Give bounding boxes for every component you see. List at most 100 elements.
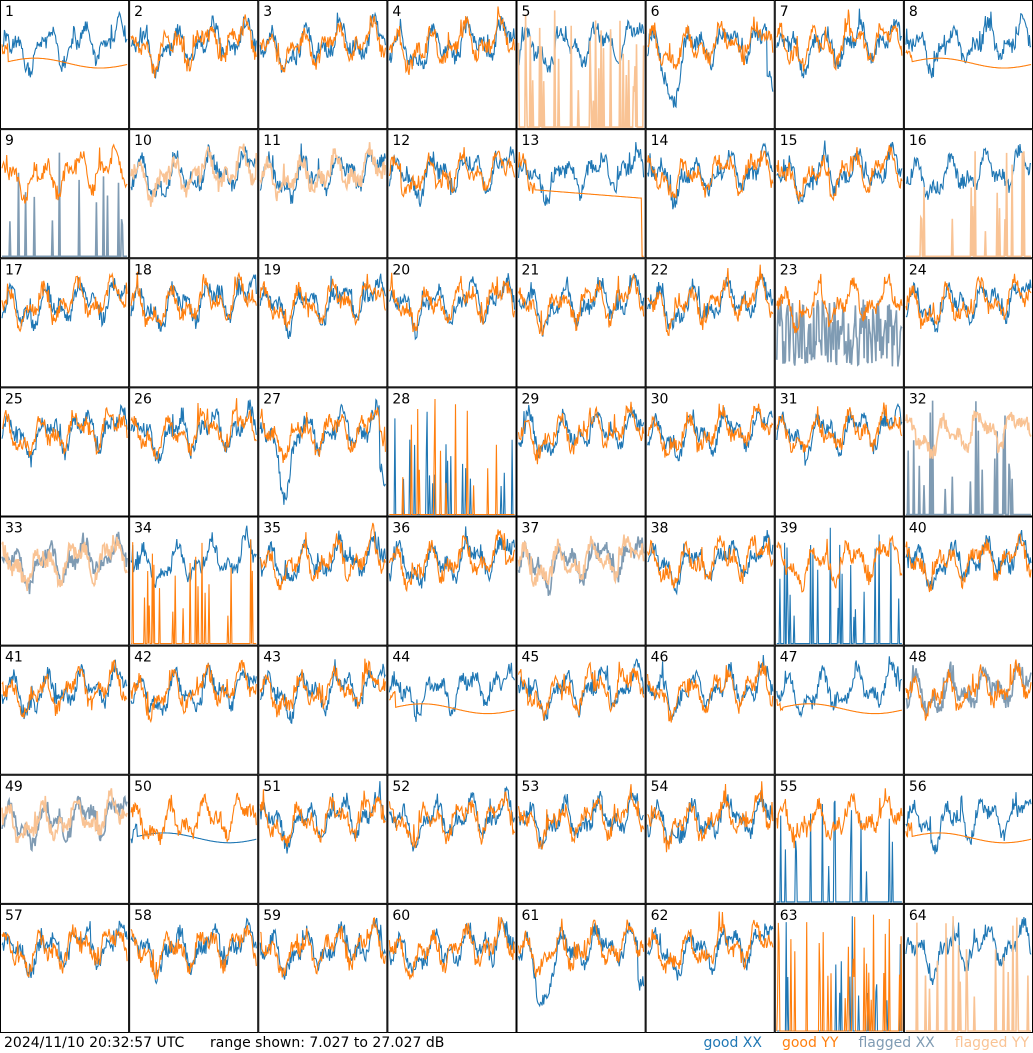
series-good-yy xyxy=(1,406,128,457)
series-good-yy xyxy=(647,264,774,337)
panel-number: 59 xyxy=(263,908,281,924)
series-good-xx xyxy=(776,527,902,645)
series-good-yy xyxy=(259,658,386,718)
series-good-xx xyxy=(905,529,1032,590)
panel-frame xyxy=(774,387,904,517)
panel-41: 41 xyxy=(0,645,130,775)
series-good-yy xyxy=(647,150,774,199)
series-good-yy xyxy=(647,16,774,70)
panel-3: 3 xyxy=(258,0,388,130)
series-good-yy xyxy=(388,916,516,980)
panel-54: 54 xyxy=(645,774,775,904)
panel-number: 16 xyxy=(909,133,927,149)
panel-number: 4 xyxy=(392,4,401,20)
panel-frame xyxy=(129,645,259,775)
panel-63: 63 xyxy=(774,903,904,1033)
panel-frame xyxy=(516,645,646,775)
panel-number: 43 xyxy=(263,650,281,666)
panel-frame xyxy=(903,0,1033,130)
panel-number: 56 xyxy=(909,779,927,795)
panel-2: 2 xyxy=(129,0,259,130)
panel-frame xyxy=(129,516,259,646)
panel-number: 1 xyxy=(5,4,14,20)
panel-number: 3 xyxy=(263,4,272,20)
series-good-yy xyxy=(130,398,257,461)
panel-frame xyxy=(516,258,646,388)
panel-number: 37 xyxy=(522,521,540,537)
panel-number: 61 xyxy=(522,908,540,924)
series-good-yy xyxy=(1,659,128,718)
panel-16: 16 xyxy=(903,129,1033,259)
panel-number: 17 xyxy=(5,262,23,278)
panel-39: 39 xyxy=(774,516,904,646)
panel-number: 39 xyxy=(780,521,798,537)
panel-9: 9 xyxy=(0,129,130,259)
panel-number: 40 xyxy=(909,521,927,537)
panel-number: 9 xyxy=(5,133,14,149)
series-flagged-yy xyxy=(905,410,1032,459)
series-flagged-yy xyxy=(259,142,387,202)
panel-40: 40 xyxy=(903,516,1033,646)
panel-number: 18 xyxy=(134,262,152,278)
panel-49: 49 xyxy=(0,774,130,904)
series-good-xx xyxy=(259,530,386,584)
series-good-yy xyxy=(776,914,903,1032)
panel-number: 21 xyxy=(522,262,540,278)
panel-45: 45 xyxy=(516,645,646,775)
series-good-xx xyxy=(1,920,128,979)
panel-25: 25 xyxy=(0,387,130,517)
series-good-yy xyxy=(1,143,128,204)
panel-43: 43 xyxy=(258,645,388,775)
panel-number: 30 xyxy=(651,391,669,407)
series-good-yy xyxy=(388,529,516,593)
panel-52: 52 xyxy=(387,774,517,904)
panel-number: 63 xyxy=(780,908,798,924)
panel-frame xyxy=(258,129,388,259)
series-good-yy xyxy=(776,9,903,72)
panel-number: 13 xyxy=(522,133,540,149)
series-good-yy xyxy=(647,661,774,723)
legend-flagged-yy: flagged YY xyxy=(954,1035,1029,1051)
panel-number: 32 xyxy=(909,391,927,407)
panel-frame xyxy=(903,516,1033,646)
series-good-yy xyxy=(776,145,903,202)
panel-frame xyxy=(129,0,259,130)
series-good-yy xyxy=(905,49,1032,69)
panel-frame xyxy=(645,387,775,517)
series-good-yy xyxy=(647,911,774,974)
panel-29: 29 xyxy=(516,387,646,517)
series-good-yy xyxy=(388,6,516,76)
panel-number: 26 xyxy=(134,391,152,407)
panel-frame xyxy=(903,774,1033,904)
panel-44: 44 xyxy=(387,645,517,775)
panel-5: 5 xyxy=(516,0,646,130)
series-flagged-yy xyxy=(130,143,258,207)
panel-46: 46 xyxy=(645,645,775,775)
panel-62: 62 xyxy=(645,903,775,1033)
panel-frame xyxy=(387,129,517,259)
panel-47: 47 xyxy=(774,645,904,775)
panel-32: 32 xyxy=(903,387,1033,517)
series-good-xx xyxy=(130,144,257,199)
panel-number: 31 xyxy=(780,391,798,407)
panel-frame xyxy=(0,129,130,259)
series-good-yy xyxy=(388,791,516,849)
series-good-yy xyxy=(905,659,1032,721)
panel-frame xyxy=(516,774,646,904)
series-good-xx xyxy=(518,791,644,850)
series-good-yy xyxy=(905,822,1032,844)
panel-frame xyxy=(129,258,259,388)
panel-59: 59 xyxy=(258,903,388,1033)
panel-number: 12 xyxy=(392,133,410,149)
panel-37: 37 xyxy=(516,516,646,646)
series-good-yy xyxy=(259,15,386,73)
series-good-xx xyxy=(905,792,1032,855)
panel-number: 64 xyxy=(909,908,927,924)
panel-number: 49 xyxy=(5,779,23,795)
series-good-yy xyxy=(130,792,257,846)
panel-21: 21 xyxy=(516,258,646,388)
panel-number: 10 xyxy=(134,133,152,149)
panel-number: 6 xyxy=(651,4,660,20)
series-good-xx xyxy=(647,273,774,331)
series-good-yy xyxy=(388,147,516,198)
